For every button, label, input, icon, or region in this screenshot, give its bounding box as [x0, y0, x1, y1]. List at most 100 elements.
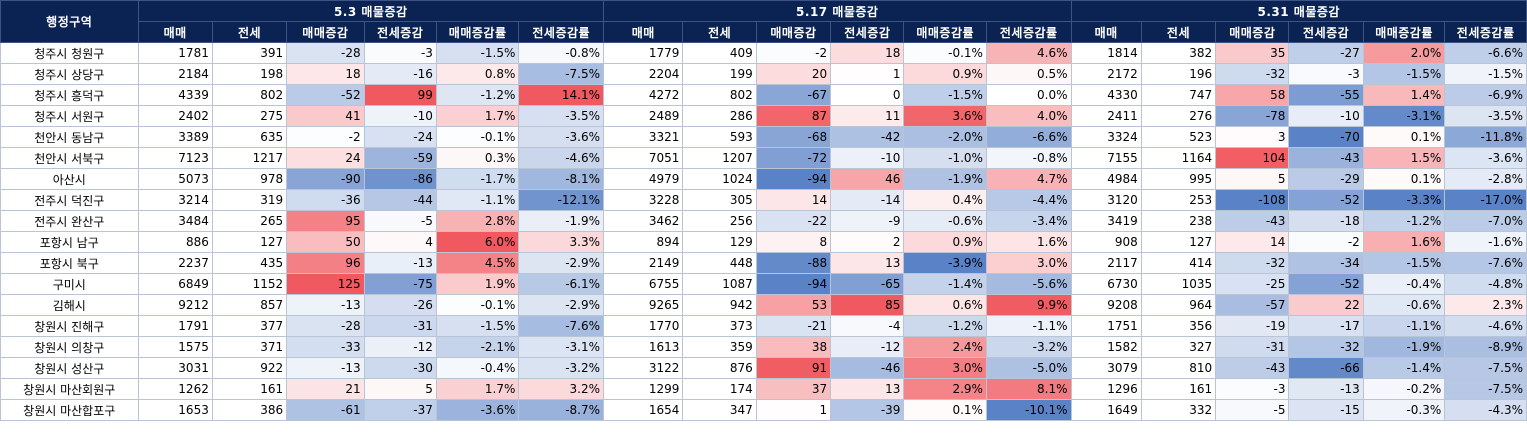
value-cell: 964: [1140, 294, 1217, 316]
table-row: 천안시 동남구 3389 635 -2 -24 -0.1% -3.6% 3321 593 -68-…: [0, 126, 1527, 148]
value-cell: 91: [755, 357, 832, 379]
value-cell: -7.0%: [1444, 210, 1527, 232]
value-cell: 886: [137, 231, 213, 253]
value-cell: -78: [1215, 105, 1290, 127]
value-cell: -7.5%: [1444, 378, 1527, 400]
column-header: 매매증감: [755, 21, 832, 43]
value-cell: 414: [1140, 252, 1217, 274]
value-cell: 373: [682, 315, 757, 337]
value-cell: -3.6%: [518, 126, 605, 148]
value-cell: -1.1%: [1362, 315, 1446, 337]
value-cell: -0.6%: [1362, 294, 1446, 316]
value-cell: 356: [1140, 315, 1217, 337]
value-cell: -18: [1288, 210, 1364, 232]
column-header: 전세증감: [363, 21, 437, 43]
value-cell: 747: [1140, 84, 1217, 106]
value-cell: -1.6%: [1444, 231, 1527, 253]
value-cell: -3.1%: [1362, 105, 1446, 127]
value-cell: 2204: [603, 63, 684, 85]
value-cell: 35: [1215, 42, 1290, 64]
value-cell: 319: [211, 189, 288, 211]
value-cell: 21: [286, 378, 365, 400]
value-cell: 377: [211, 315, 288, 337]
value-cell: -10.1%: [985, 399, 1072, 421]
value-cell: 256: [682, 210, 757, 232]
value-cell: -42: [830, 126, 905, 148]
value-cell: 2149: [603, 252, 684, 274]
region-cell: 천안시 동남구: [0, 126, 139, 148]
value-cell: -57: [1215, 294, 1290, 316]
value-cell: -1.5%: [1362, 63, 1446, 85]
value-cell: -1.5%: [435, 42, 520, 64]
value-cell: -25: [1215, 273, 1290, 295]
value-cell: -32: [1215, 63, 1290, 85]
value-cell: -0.1%: [435, 294, 520, 316]
value-cell: -59: [363, 147, 437, 169]
value-cell: 942: [682, 294, 757, 316]
value-cell: 2: [830, 231, 905, 253]
value-cell: 1217: [211, 147, 288, 169]
table-row: 포항시 남구 886 127 50 4 6.0% 3.3% 894 129 8 2 0.9% 1.6% 9…: [0, 231, 1527, 253]
table-row: 청주시 서원구 2402 275 41 -10 1.7% -3.5% 2489 286 87 11 3…: [0, 105, 1527, 127]
value-cell: -8.9%: [1444, 336, 1527, 358]
value-cell: -44: [363, 189, 437, 211]
value-cell: 87: [755, 105, 832, 127]
value-cell: 4979: [603, 168, 684, 190]
table-row: 창원시 의창구 1575 371 -33 -12 -2.1% -3.1% 1613 359 38-…: [0, 336, 1527, 358]
value-cell: 922: [211, 357, 288, 379]
value-cell: 1299: [603, 378, 684, 400]
region-cell: 포항시 북구: [0, 252, 139, 274]
table-row: 아산시 5073 978 -90 -86 -1.7% -8.1% 4979 1024 -94 46-…: [0, 168, 1527, 190]
value-cell: -1.9%: [1362, 336, 1446, 358]
value-cell: -3: [1288, 63, 1364, 85]
value-cell: -3.3%: [1362, 189, 1446, 211]
value-cell: -68: [755, 126, 832, 148]
value-cell: 1.6%: [1362, 231, 1446, 253]
value-cell: 2.9%: [903, 378, 987, 400]
value-cell: 4984: [1070, 168, 1142, 190]
column-header: 매매: [137, 21, 213, 43]
value-cell: -24: [363, 126, 437, 148]
value-cell: 3.0%: [985, 252, 1072, 274]
value-cell: 9265: [603, 294, 684, 316]
value-cell: -90: [286, 168, 365, 190]
region-cell: 청주시 흥덕구: [0, 84, 139, 106]
column-header: 매매증감: [286, 21, 365, 43]
value-cell: -4.6%: [518, 147, 605, 169]
value-cell: -34: [1288, 252, 1364, 274]
value-cell: -66: [1288, 357, 1364, 379]
value-cell: -14: [830, 189, 905, 211]
value-cell: 391: [211, 42, 288, 64]
column-header: 매매증감률: [435, 21, 520, 43]
listing-change-table: 행정구역 5.3 매물증감 5.17 매물증감 5.31 매물증감 매매 전세 매매…: [0, 0, 1527, 421]
value-cell: -0.3%: [1362, 399, 1446, 421]
value-cell: -65: [830, 273, 905, 295]
value-cell: -55: [1288, 84, 1364, 106]
value-cell: -75: [363, 273, 437, 295]
value-cell: -4.8%: [1444, 273, 1527, 295]
value-cell: 3.0%: [903, 357, 987, 379]
value-cell: 3.6%: [903, 105, 987, 127]
value-cell: -70: [1288, 126, 1364, 148]
value-cell: -1.4%: [1362, 357, 1446, 379]
value-cell: 238: [1140, 210, 1217, 232]
value-cell: -0.6%: [903, 210, 987, 232]
table-row: 창원시 마산합포구 1653 386 -61 -37 -3.6% -8.7% 1654 347 1…: [0, 399, 1527, 421]
value-cell: -3.2%: [985, 336, 1072, 358]
value-cell: -1.2%: [435, 84, 520, 106]
value-cell: -4.4%: [985, 189, 1072, 211]
value-cell: 995: [1140, 168, 1217, 190]
value-cell: 3.2%: [518, 378, 605, 400]
value-cell: 7155: [1070, 147, 1142, 169]
value-cell: -26: [363, 294, 437, 316]
value-cell: 9208: [1070, 294, 1142, 316]
value-cell: 448: [682, 252, 757, 274]
value-cell: -52: [1288, 189, 1364, 211]
region-cell: 창원시 의창구: [0, 336, 139, 358]
value-cell: 3419: [1070, 210, 1142, 232]
value-cell: 22: [1288, 294, 1364, 316]
value-cell: -88: [755, 252, 832, 274]
value-cell: 41: [286, 105, 365, 127]
value-cell: -1.5%: [1444, 63, 1527, 85]
column-header: 매매: [1070, 21, 1142, 43]
